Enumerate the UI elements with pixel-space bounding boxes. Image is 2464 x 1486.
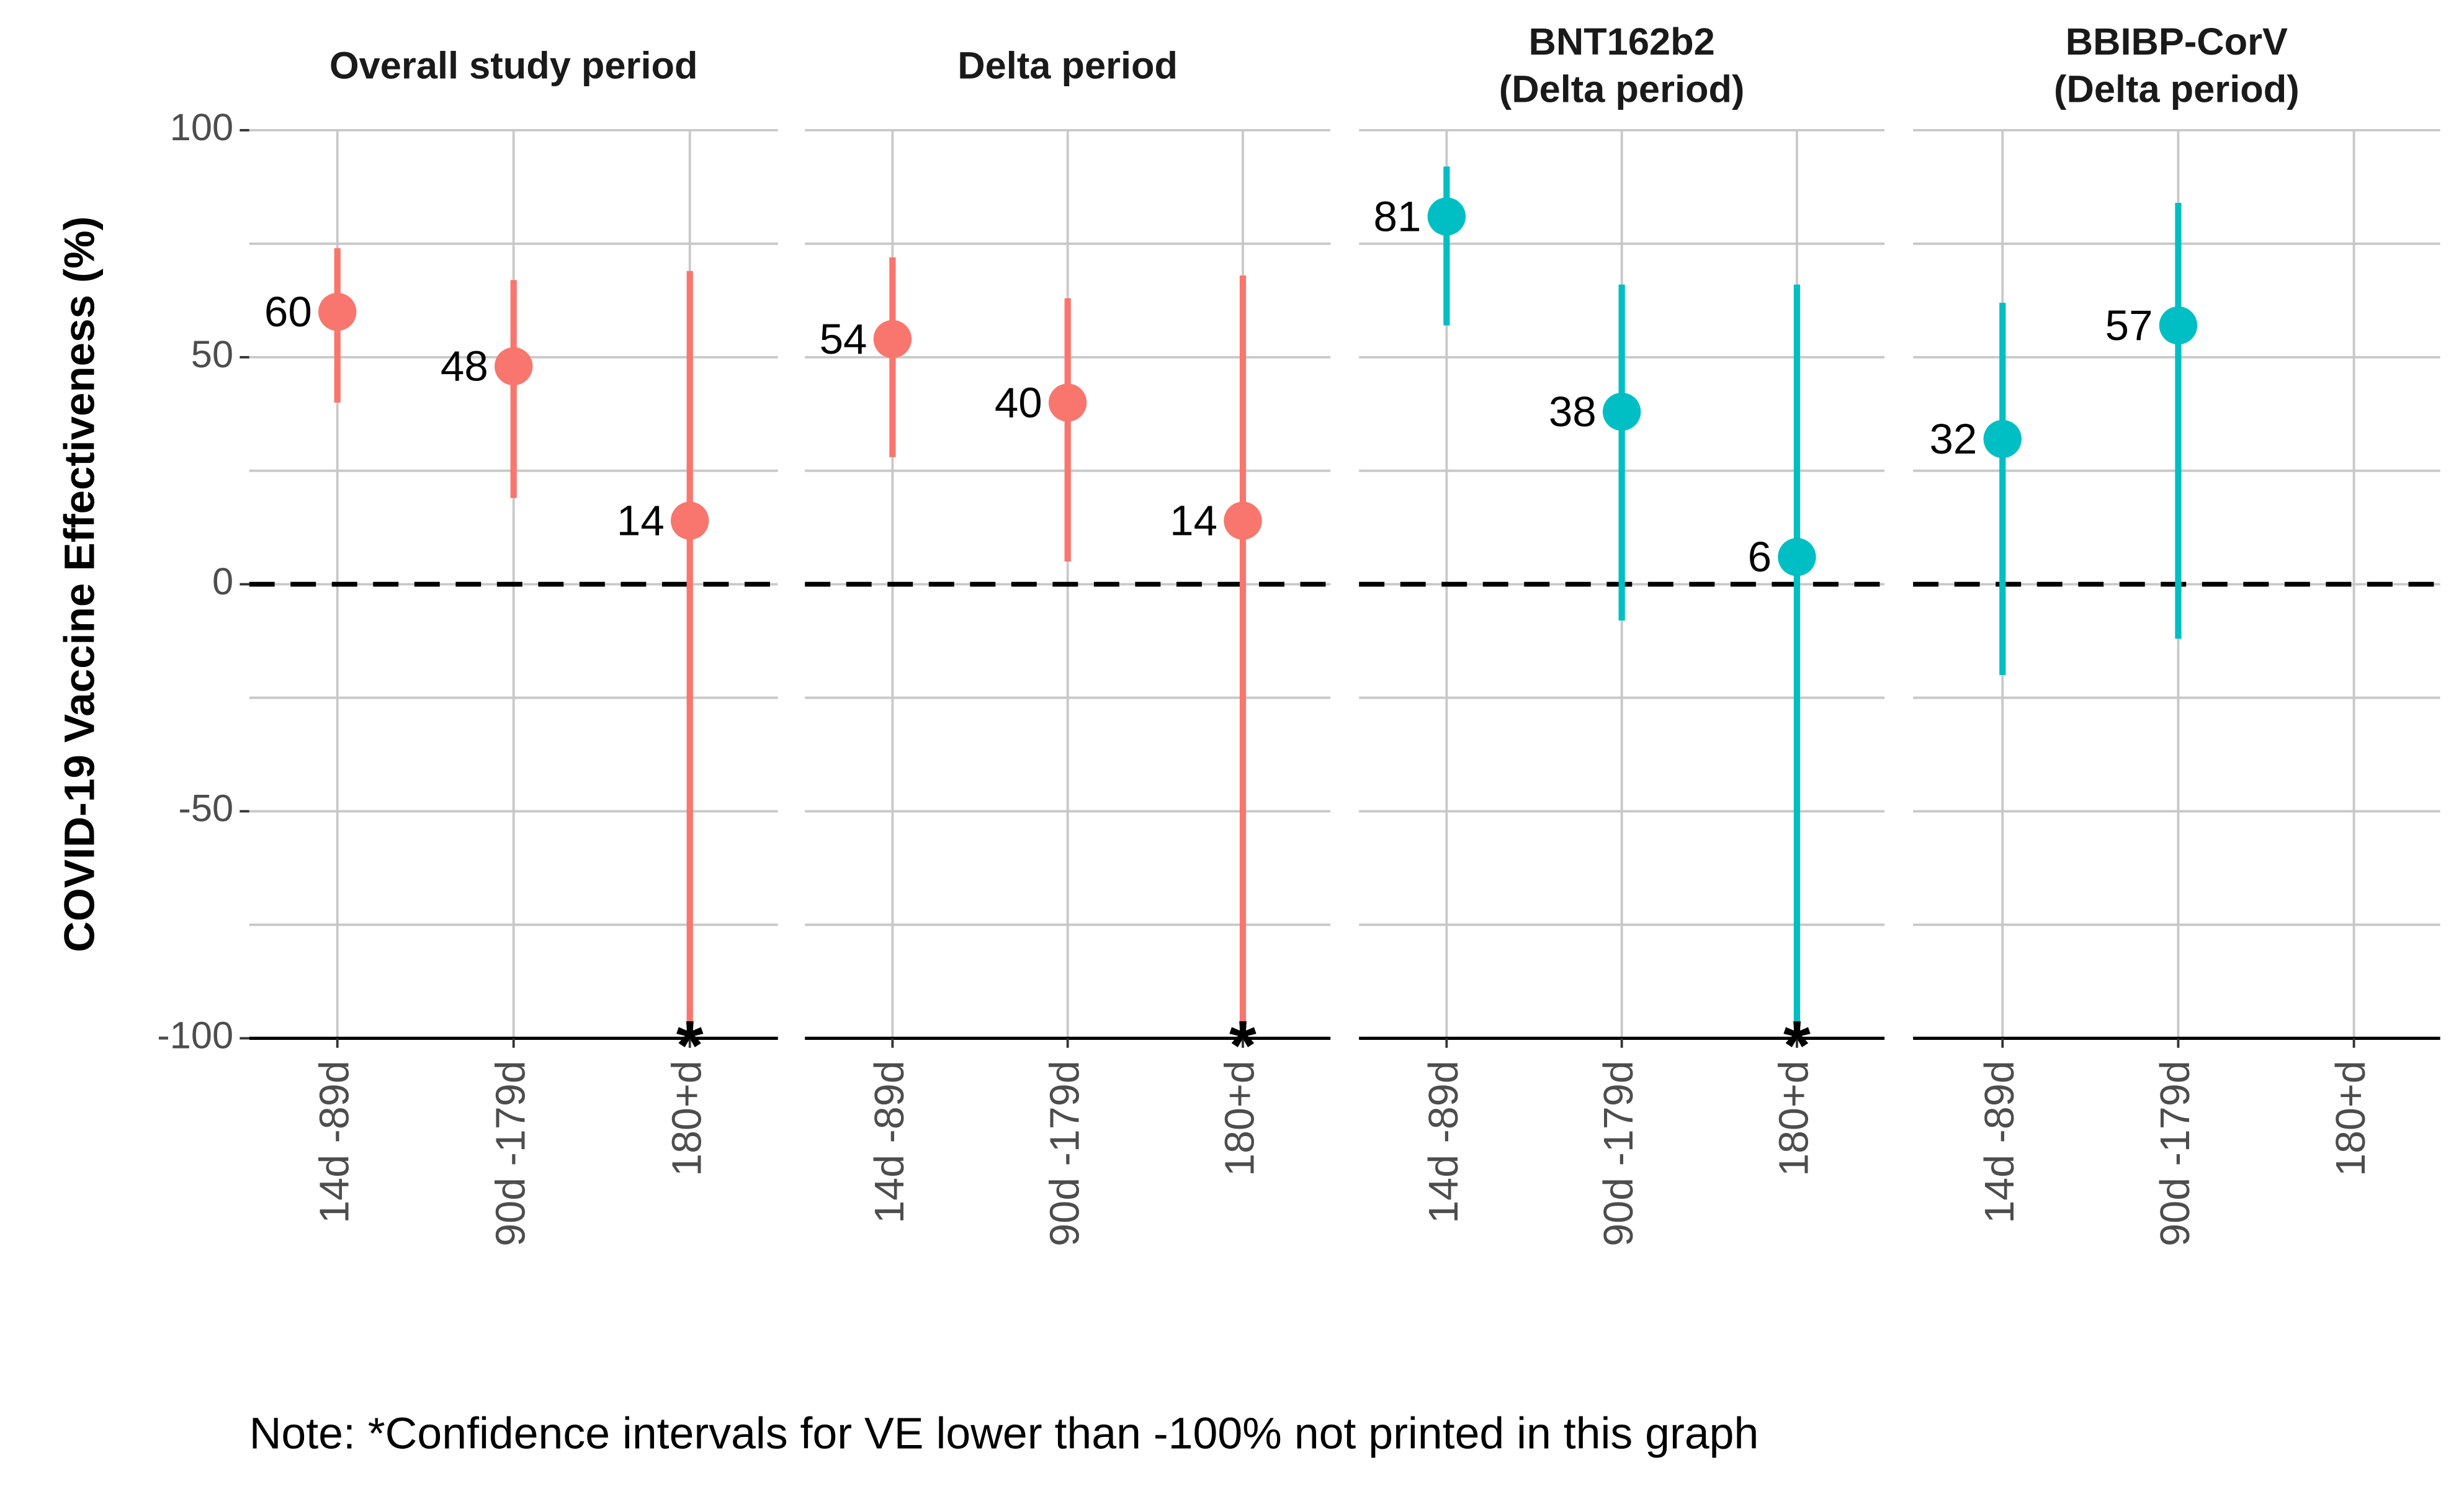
annotation: * xyxy=(1229,1006,1257,1085)
x-tick-label: 180+d xyxy=(1772,1060,1817,1176)
x-tick-label: 14d -89d xyxy=(867,1060,913,1224)
data-label: 14 xyxy=(617,496,665,545)
data-label: 40 xyxy=(995,378,1042,426)
point xyxy=(873,320,912,359)
point xyxy=(318,292,357,331)
x-tick-label: 90d -179d xyxy=(1042,1060,1088,1247)
point xyxy=(495,347,533,386)
facet-title: Delta period xyxy=(957,44,1178,87)
annotation: * xyxy=(676,1006,704,1085)
facet-title: BNT162b2 xyxy=(1529,20,1715,63)
annotation: * xyxy=(1783,1006,1811,1085)
data-label: 54 xyxy=(820,315,867,363)
data-label: 32 xyxy=(1930,414,1978,463)
data-label: 48 xyxy=(441,342,488,390)
data-label: 81 xyxy=(1374,192,1422,240)
data-label: 14 xyxy=(1170,496,1217,545)
data-label: 38 xyxy=(1549,387,1597,436)
y-tick-label: -50 xyxy=(178,787,233,830)
point xyxy=(2159,306,2198,345)
y-axis-title: COVID-19 Vaccine Effectiveness (%) xyxy=(55,216,103,952)
point xyxy=(1048,383,1087,422)
facet-title: BBIBP-CorV xyxy=(2066,20,2288,63)
y-tick-label: -100 xyxy=(157,1014,233,1057)
x-tick-label: 90d -179d xyxy=(2153,1060,2198,1247)
y-tick-label: 100 xyxy=(170,106,233,149)
x-tick-label: 14d -89d xyxy=(311,1060,357,1224)
data-label: 60 xyxy=(264,287,312,336)
x-tick-label: 14d -89d xyxy=(1421,1060,1467,1224)
x-tick-label: 90d -179d xyxy=(488,1060,534,1247)
x-tick-label: 180+d xyxy=(1217,1060,1263,1176)
y-tick-label: 50 xyxy=(191,333,233,376)
point xyxy=(1224,501,1262,540)
y-tick-label: 0 xyxy=(212,560,233,603)
note: Note: *Confidence intervals for VE lower… xyxy=(249,1409,1759,1459)
data-label: 57 xyxy=(2105,301,2153,349)
facet-title: (Delta period) xyxy=(1499,68,1745,111)
point xyxy=(1602,392,1641,431)
point xyxy=(1427,197,1466,236)
facet-title: Overall study period xyxy=(329,44,698,87)
point xyxy=(1983,419,2022,459)
point xyxy=(671,501,709,540)
x-tick-label: 90d -179d xyxy=(1596,1060,1642,1247)
x-tick-label: 180+d xyxy=(2328,1060,2374,1176)
x-tick-label: 180+d xyxy=(664,1060,710,1176)
facet-title: (Delta period) xyxy=(2054,68,2300,111)
point xyxy=(1778,538,1816,576)
data-label: 6 xyxy=(1748,532,1772,581)
x-tick-label: 14d -89d xyxy=(1977,1060,2023,1224)
